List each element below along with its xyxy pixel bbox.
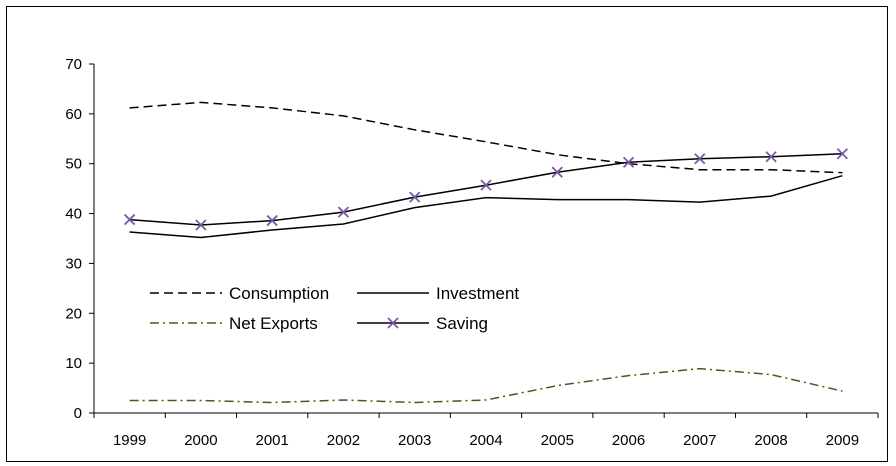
data-point-saving [622, 156, 635, 168]
series-line-consumption [129, 101, 843, 174]
y-tick-label: 20 [65, 305, 82, 322]
x-tick-label: 2000 [184, 432, 217, 449]
data-point-saving [480, 179, 492, 191]
y-tick-label: 60 [65, 106, 82, 123]
y-tick-label: 0 [74, 405, 82, 422]
data-point-saving [337, 206, 350, 218]
series-line-investment [129, 174, 843, 239]
data-point-saving [694, 153, 706, 165]
y-tick-label: 70 [65, 56, 82, 73]
legend-label-net-exports: Net Exports [229, 314, 318, 333]
y-tick-label: 50 [65, 156, 82, 173]
x-tick-label: 1999 [113, 432, 146, 449]
x-tick-label: 2003 [398, 432, 431, 449]
x-tick-label: 2001 [255, 432, 288, 449]
data-point-saving [409, 191, 421, 203]
legend-label-consumption: Consumption [229, 284, 329, 303]
legend-marker-saving [387, 317, 399, 329]
series-line-saving [129, 152, 843, 226]
data-point-saving [836, 148, 849, 160]
x-tick-label: 2009 [826, 432, 859, 449]
x-tick-label: 2006 [612, 432, 645, 449]
data-point-saving [195, 219, 207, 231]
x-tick-label: 2004 [469, 432, 502, 449]
data-point-saving [765, 151, 777, 163]
legend-label-investment: Investment [436, 284, 519, 303]
data-point-saving [123, 213, 136, 226]
line-chart: 0 10 20 30 40 50 60 70 1999 2000 2001 2002 2003 2004 2… [65, 56, 879, 449]
y-tick-label: 40 [65, 206, 82, 223]
chart-frame: 0 10 20 30 40 50 60 70 1999 2000 2001 2002 2003 2004 2… [6, 6, 888, 462]
y-tick-label: 10 [65, 355, 82, 372]
series-line-net-exports [129, 367, 843, 404]
x-tick-label: 2008 [754, 432, 787, 449]
x-tick-label: 2005 [541, 432, 574, 449]
x-tick-label: 2007 [683, 432, 716, 449]
legend-label-saving: Saving [436, 314, 488, 333]
x-tick-label: 2002 [327, 432, 360, 449]
y-tick-label: 30 [65, 255, 82, 272]
data-point-saving [266, 214, 278, 227]
data-point-saving [551, 166, 563, 178]
